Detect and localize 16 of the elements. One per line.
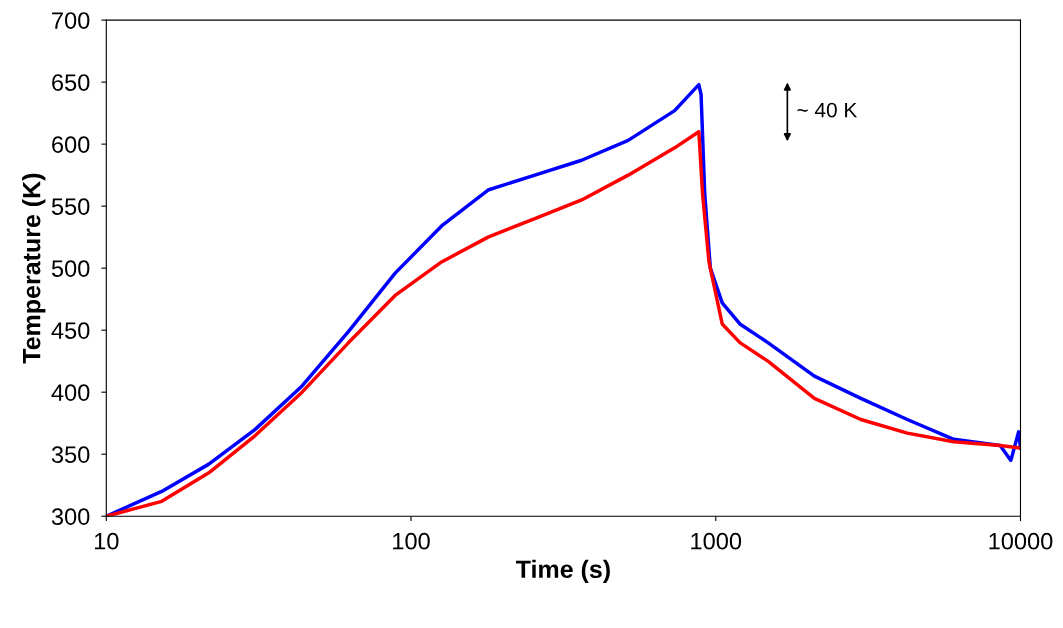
y-tick-label: 400 xyxy=(51,384,90,401)
annotation: ~ 40 K xyxy=(797,102,858,118)
x-tick-label: 1000 xyxy=(691,532,742,550)
y-tick-label: 550 xyxy=(51,198,90,215)
y-axis-title: Temperature (K) xyxy=(22,173,46,364)
x-axis-title: Time (s) xyxy=(515,559,610,584)
y-tick-label: 300 xyxy=(51,508,90,525)
y-tick-label: 600 xyxy=(52,136,90,153)
x-tick-label: 10000 xyxy=(989,532,1053,550)
y-tick-label: 650 xyxy=(52,74,90,91)
x-tick-label: 10 xyxy=(94,532,119,550)
x-tick-label: 100 xyxy=(393,532,430,550)
y-tick-label: 450 xyxy=(51,322,90,339)
y-tick-label: 700 xyxy=(52,12,90,29)
y-tick-label: 500 xyxy=(51,260,90,277)
y-tick-label: 350 xyxy=(51,446,90,463)
